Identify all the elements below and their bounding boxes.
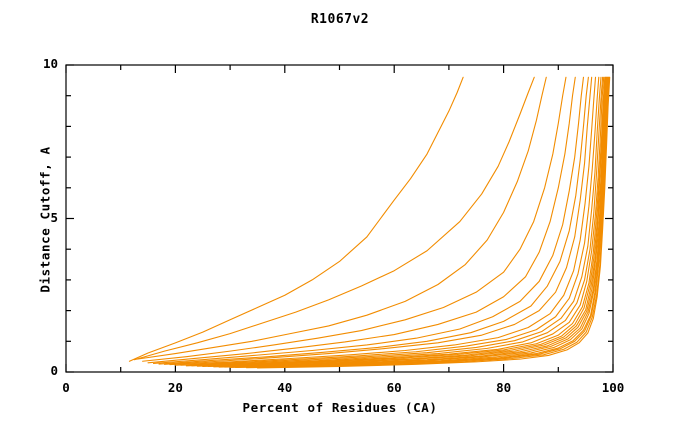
- series-group: [128, 76, 611, 369]
- series-line: [213, 76, 607, 368]
- series-line: [191, 76, 605, 367]
- series-line: [245, 76, 610, 369]
- series-line: [202, 76, 606, 368]
- chart-title: R1067v2: [310, 12, 370, 27]
- series-line: [256, 76, 611, 369]
- series-line: [218, 76, 608, 368]
- y-tick-label: 0: [50, 363, 58, 378]
- x-tick-label: 100: [601, 380, 625, 395]
- series-line: [169, 76, 597, 366]
- series-line: [185, 76, 604, 367]
- series-line: [180, 76, 602, 366]
- x-tick-label: 60: [386, 380, 402, 395]
- x-axis-label: Percent of Residues (CA): [242, 400, 438, 415]
- series-line: [133, 76, 535, 361]
- series-line: [235, 76, 610, 368]
- series-line: [163, 76, 593, 365]
- series-line: [196, 76, 606, 367]
- x-tick-label: 40: [277, 380, 293, 395]
- x-tick-label: 0: [62, 380, 70, 395]
- series-line: [152, 76, 585, 364]
- series-line: [229, 76, 609, 368]
- series-line: [174, 76, 600, 366]
- y-tick-label: 5: [50, 209, 58, 225]
- y-tick-label: 10: [42, 56, 58, 71]
- series-line: [158, 76, 589, 365]
- x-tick-label: 80: [496, 380, 512, 395]
- x-tick-label: 20: [167, 380, 183, 395]
- series-line: [136, 76, 547, 360]
- series-line: [224, 76, 609, 368]
- series-line: [142, 76, 567, 362]
- series-line: [147, 76, 576, 364]
- series-line: [128, 76, 464, 362]
- series-line: [207, 76, 607, 368]
